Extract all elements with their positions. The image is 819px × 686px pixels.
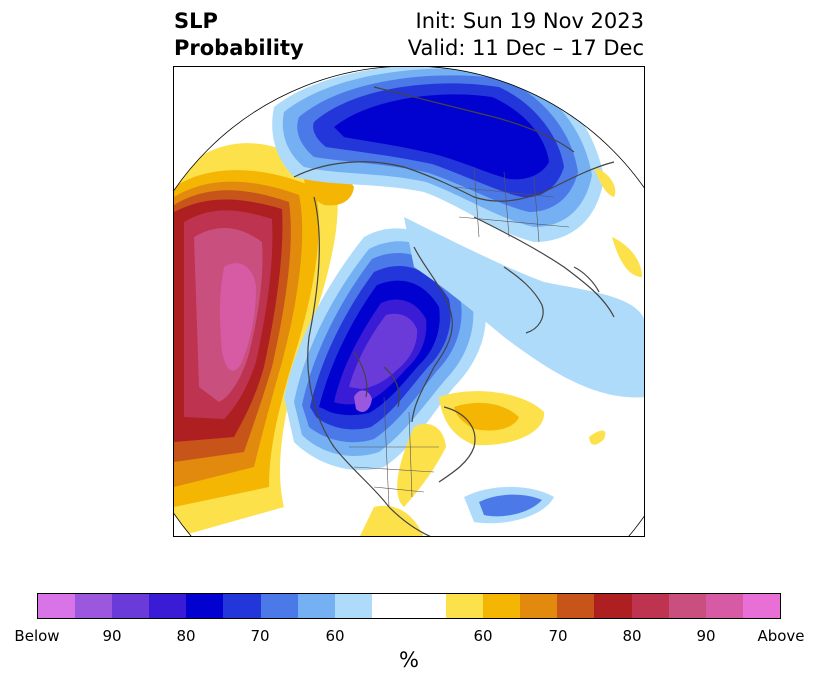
colorbar-tick-label: 70 [250, 627, 270, 645]
probability-map [173, 66, 645, 537]
colorbar-segment [186, 594, 224, 618]
colorbar-segment [75, 594, 113, 618]
eurasia-low-anomaly [272, 67, 604, 242]
title-variable: SLP [174, 9, 218, 33]
coastlines [293, 86, 615, 536]
colorbar-tick-label: 90 [696, 627, 716, 645]
colorbar-segment [520, 594, 558, 618]
colorbar-segment [705, 594, 743, 618]
colorbar-segment [112, 594, 150, 618]
colorbar-segment [483, 594, 521, 618]
atlantic-warm-patch [359, 167, 642, 536]
colorbar-tick-label: 90 [102, 627, 122, 645]
map-title: SLP Probability [174, 8, 304, 62]
probability-colorbar [37, 593, 781, 619]
polar-map-svg [174, 67, 644, 536]
colorbar-tick-label: Below [14, 627, 60, 645]
pacific-high-anomaly [174, 143, 338, 536]
colorbar-tick-label: 60 [325, 627, 345, 645]
colorbar-segment [594, 594, 632, 618]
colorbar-segment [297, 594, 335, 618]
valid-date: Valid: 11 Dec – 17 Dec [407, 36, 644, 60]
colorbar-tick-label: 60 [473, 627, 493, 645]
title-field: Probability [174, 36, 304, 60]
colorbar-segment [408, 594, 447, 618]
north-america-low-anomaly [284, 228, 486, 471]
map-dates: Init: Sun 19 Nov 2023 Valid: 11 Dec – 17… [408, 8, 644, 62]
colorbar-segment [223, 594, 261, 618]
colorbar-segment [260, 594, 298, 618]
colorbar-segment [371, 594, 409, 618]
colorbar-segment [446, 594, 484, 618]
colorbar-segment [631, 594, 669, 618]
arctic-light-blue-band [404, 217, 644, 398]
init-date: Init: Sun 19 Nov 2023 [415, 9, 644, 33]
colorbar-unit: % [399, 648, 419, 672]
colorbar-tick-label: 80 [176, 627, 196, 645]
colorbar-tick-label: 70 [548, 627, 568, 645]
colorbar-segment [668, 594, 706, 618]
colorbar-segment [38, 594, 76, 618]
colorbar-segment [334, 594, 372, 618]
colorbar-segment [742, 594, 780, 618]
colorbar-segment [557, 594, 595, 618]
political-borders [349, 166, 570, 508]
colorbar-tick-label: 80 [622, 627, 642, 645]
colorbar-tick-label: Above [757, 627, 805, 645]
colorbar-segment [149, 594, 187, 618]
